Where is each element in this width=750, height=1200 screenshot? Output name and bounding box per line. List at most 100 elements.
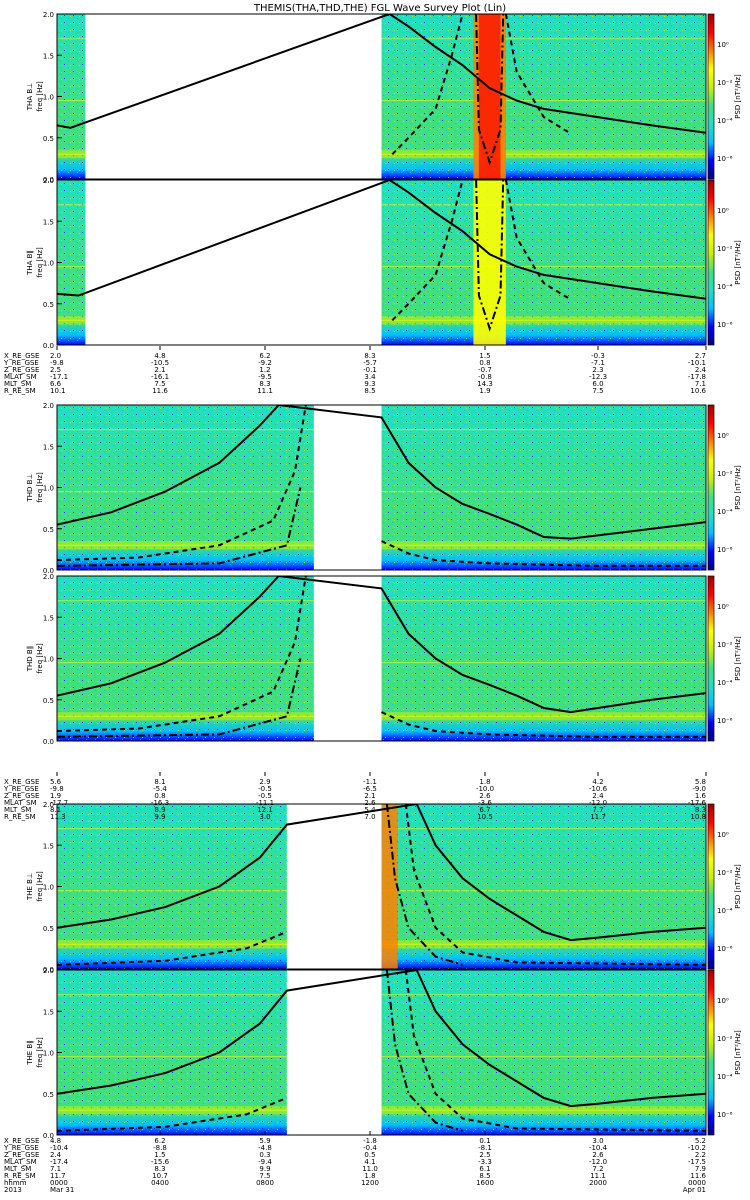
orbit-cell: 11.6 [690, 1172, 706, 1180]
orbit-row-label: 2013 [4, 1186, 22, 1194]
orbit-cell: 1600 [476, 1179, 494, 1187]
orbit-row-label: Z_RE_GSE [4, 366, 39, 374]
orbit-cell: -16.1 [151, 373, 169, 381]
orbit-row-label: MLAT_SM [4, 799, 37, 807]
y-axis-label: freq [Hz] [36, 871, 44, 902]
orbit-row-label: hhmm [4, 1179, 27, 1187]
y-tick-label: 2.0 [43, 177, 54, 185]
y-tick-label: 0.5 [43, 526, 54, 534]
orbit-cell: 0.1 [479, 1137, 490, 1145]
y-tick-label: 2.0 [43, 573, 54, 581]
orbit-cell: -17.5 [688, 1158, 706, 1166]
dashed-frequency-curve [57, 930, 288, 966]
y-axis-label: freq [Hz] [36, 81, 44, 112]
y-axis-label: freq [Hz] [36, 472, 44, 503]
y-tick-label: 2.0 [43, 801, 54, 809]
spectrogram-panel: 0.0 0.5 1.0 1.5 2.0 THA B∥ freq [Hz] 10⁰ 10⁻² 10⁻… [26, 177, 742, 350]
orbit-cell: 11.6 [152, 387, 168, 395]
y-tick-label: 1.5 [43, 218, 54, 226]
colorbar: 10⁰ 10⁻² 10⁻⁴ 10⁻⁶ PSD [nT²/Hz] [707, 179, 742, 346]
y-tick-label: 2.0 [43, 11, 54, 19]
orbit-cell: 1.9 [50, 792, 61, 800]
panel-label: THA B⊥ [26, 83, 34, 111]
orbit-cell: 14.3 [477, 380, 493, 388]
orbit-cell: 6.2 [259, 352, 270, 360]
orbit-cell: 2.4 [592, 792, 604, 800]
colorbar-label: PSD [nT²/Hz] [734, 240, 742, 285]
orbit-cell: 6.6 [50, 380, 62, 388]
orbit-row-label: Y_RE_GSE [3, 785, 39, 793]
enhanced-wave-core [478, 14, 501, 179]
dashed-frequency-curve [57, 405, 307, 562]
orbit-tables: X_RE_GSE 2.0 4.8 6.2 8.3 1.5 -0.3 2.7 Y_RE_GSE -9… [3, 346, 707, 1194]
orbit-cell: -12.0 [589, 799, 607, 807]
orbit-row-label: MLT_SM [4, 380, 31, 388]
orbit-cell: -1.8 [363, 1137, 377, 1145]
orbit-cell: -10.6 [589, 785, 608, 793]
orbit-cell: -10.5 [151, 359, 169, 367]
orbit-cell: 8.3 [695, 806, 706, 814]
solid-frequency-curve [57, 576, 706, 714]
colorbar-tick-label: 10⁻⁴ [717, 283, 733, 291]
orbit-cell: 7.1 [50, 1165, 61, 1173]
orbit-cell: 8.1 [154, 778, 165, 786]
orbit-cell: 2.9 [259, 778, 270, 786]
orbit-cell: 1.2 [259, 366, 270, 374]
orbit-cell: 7.7 [592, 806, 603, 814]
orbit-cell: 4.8 [154, 352, 165, 360]
orbit-cell: 7.9 [695, 1165, 706, 1173]
orbit-cell: 4.8 [50, 1137, 61, 1145]
orbit-cell: -9.0 [692, 785, 706, 793]
solid-frequency-curve [57, 180, 706, 300]
orbit-cell: -17.4 [50, 1158, 69, 1166]
orbit-row-label: X_RE_GSE [4, 778, 39, 786]
orbit-cell: 10.6 [690, 387, 706, 395]
y-tick-label: 2.0 [43, 402, 54, 410]
orbit-cell: 2.3 [592, 366, 603, 374]
y-tick-label: 1.5 [43, 842, 54, 850]
y-tick-label: 1.5 [43, 52, 54, 60]
panel-label: THD B⊥ [26, 473, 34, 502]
orbit-cell: 6.7 [479, 806, 490, 814]
orbit-cell: -6.5 [363, 785, 377, 793]
orbit-cell: 0.8 [479, 359, 490, 367]
orbit-cell: 8.3 [364, 352, 375, 360]
orbit-cell: -9.5 [258, 373, 272, 381]
orbit-cell: 7.1 [695, 380, 706, 388]
orbit-cell: 1.6 [695, 792, 707, 800]
colorbar: 10⁰ 10⁻² 10⁻⁴ 10⁻⁶ PSD [nT²/Hz] [707, 13, 742, 180]
y-tick-label: 1.5 [43, 614, 54, 622]
colorbar: 10⁰ 10⁻² 10⁻⁴ 10⁻⁶ PSD [nT²/Hz] [707, 404, 742, 571]
orbit-cell: -0.7 [478, 366, 492, 374]
orbit-row-label: R_RE_SM [4, 1172, 36, 1180]
orbit-cell: 7.2 [592, 1165, 603, 1173]
panel-label: THE B⊥ [26, 873, 34, 901]
panel-label: THA B∥ [26, 250, 34, 276]
dashdot-frequency-curve [475, 14, 505, 166]
colorbar-tick-label: 10⁻⁶ [717, 155, 733, 163]
orbit-cell: 10.5 [477, 813, 493, 821]
orbit-cell: 9.3 [364, 380, 375, 388]
orbit-cell: 9.9 [154, 813, 165, 821]
orbit-cell: 1.9 [479, 387, 490, 395]
orbit-cell: 8.5 [479, 1172, 490, 1180]
colorbar: 10⁰ 10⁻² 10⁻⁴ 10⁻⁶ PSD [nT²/Hz] [707, 575, 742, 742]
figure-title: THEMIS(THA,THD,THE) FGL Wave Survey Plot… [253, 3, 506, 14]
colorbar-gradient [707, 179, 715, 346]
orbit-cell: -10.2 [688, 1144, 706, 1152]
orbit-cell: 11.1 [257, 387, 273, 395]
orbit-cell: 2.2 [695, 1151, 706, 1159]
dashed-frequency-curve [381, 540, 706, 567]
y-tick-label: 0.0 [43, 176, 54, 184]
y-tick-label: 1.0 [43, 485, 54, 493]
orbit-cell: -9.8 [50, 785, 64, 793]
orbit-cell: -0.3 [591, 352, 605, 360]
orbit-row-label: X_RE_GSE [4, 1137, 39, 1145]
orbit-row-label: R_RE_SM [4, 387, 36, 395]
orbit-row-label: Z_RE_GSE [4, 1151, 39, 1159]
colorbar-gradient [707, 969, 715, 1136]
dashed-frequency-curve [504, 180, 572, 301]
y-tick-label: 0.5 [43, 925, 54, 933]
orbit-cell: -9.2 [258, 359, 272, 367]
